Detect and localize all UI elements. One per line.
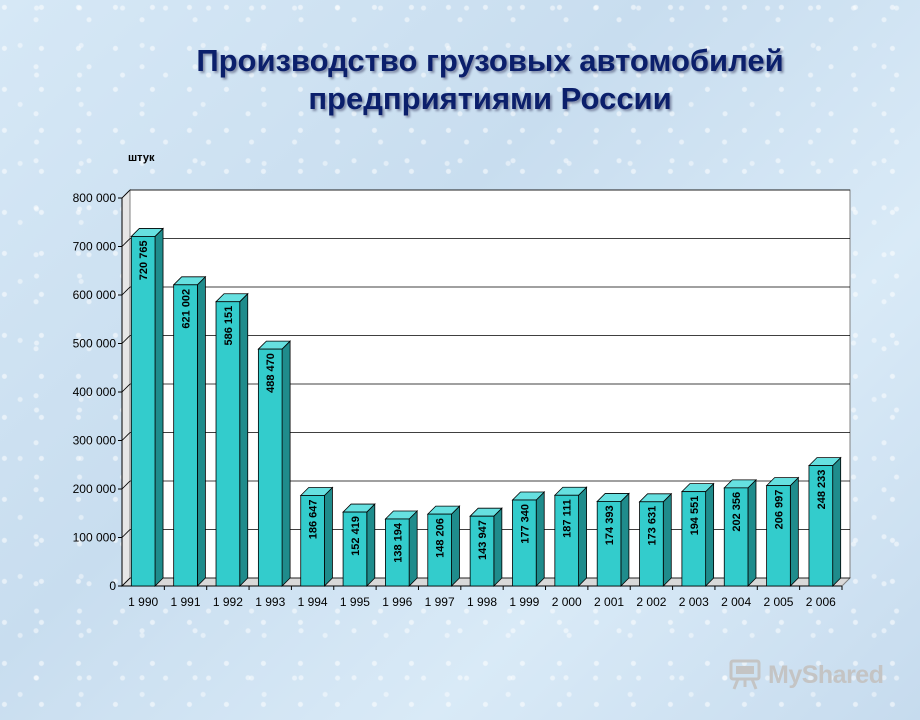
y-tick-label: 400 000 bbox=[73, 385, 117, 399]
y-tick-label: 600 000 bbox=[73, 288, 117, 302]
bar bbox=[766, 485, 791, 587]
bar bbox=[639, 501, 664, 587]
y-tick-label: 200 000 bbox=[73, 482, 117, 496]
bar bbox=[681, 491, 707, 587]
bar-value-label: 488 470 bbox=[265, 353, 277, 393]
bar-value-label: 621 002 bbox=[181, 289, 193, 329]
title-line-1: Производство грузовых автомобилей bbox=[196, 43, 784, 78]
bar bbox=[385, 518, 410, 587]
x-tick-label: 1 998 bbox=[467, 595, 497, 609]
x-tick-label: 1 990 bbox=[128, 595, 158, 609]
bar-value-label: 177 340 bbox=[519, 504, 531, 544]
bar bbox=[512, 499, 537, 587]
gridline-diagonal bbox=[121, 432, 131, 441]
bar-value-label: 202 356 bbox=[731, 492, 743, 532]
bar-value-label: 194 551 bbox=[689, 496, 701, 536]
bar-value-label: 174 393 bbox=[604, 505, 616, 545]
bar-side bbox=[747, 478, 757, 587]
x-tick-label: 1 994 bbox=[298, 595, 328, 609]
bar-value-label: 143 947 bbox=[477, 520, 489, 560]
x-tick-label: 2 003 bbox=[679, 595, 709, 609]
x-tick-label: 1 992 bbox=[213, 595, 243, 609]
bar-value-label: 173 631 bbox=[646, 506, 658, 546]
bar-side bbox=[620, 492, 630, 587]
x-tick-label: 1 999 bbox=[509, 595, 539, 609]
bar-value-label: 186 647 bbox=[308, 499, 320, 539]
brand-logo: MyShared bbox=[728, 657, 884, 693]
bar-side bbox=[493, 507, 503, 587]
bar-side bbox=[705, 482, 715, 587]
gridline-diagonal bbox=[121, 383, 131, 393]
bar-side bbox=[535, 491, 545, 587]
bar-side bbox=[196, 275, 206, 587]
x-tick-label: 1 995 bbox=[340, 595, 370, 609]
bar-side bbox=[832, 456, 842, 587]
y-tick-label: 700 000 bbox=[73, 240, 117, 254]
bar-value-label: 187 111 bbox=[562, 499, 574, 538]
bar-value-label: 248 233 bbox=[816, 470, 828, 510]
x-tick-label: 2 002 bbox=[636, 595, 666, 609]
bar-side bbox=[789, 476, 799, 587]
bar-side bbox=[281, 340, 291, 587]
bar-value-label: 148 206 bbox=[435, 518, 447, 558]
brand-name: MyShared bbox=[768, 660, 884, 689]
y-tick-label: 800 000 bbox=[73, 191, 117, 205]
bar bbox=[257, 348, 283, 587]
bar bbox=[130, 236, 156, 587]
bar-side bbox=[324, 486, 333, 587]
bar-value-label: 152 419 bbox=[350, 516, 362, 556]
bar bbox=[300, 495, 325, 587]
gridline-diagonal bbox=[121, 529, 131, 538]
gridline-diagonal bbox=[121, 480, 131, 490]
gridline-diagonal bbox=[121, 577, 131, 587]
presentation-board-icon bbox=[729, 659, 761, 690]
bar-side bbox=[154, 227, 164, 587]
gridline-diagonal bbox=[121, 238, 131, 247]
bar bbox=[342, 511, 368, 587]
bar bbox=[808, 465, 834, 587]
chart-title: Производство грузовых автомобилей предпр… bbox=[0, 42, 920, 118]
x-tick-label: 2 001 bbox=[594, 595, 624, 609]
x-tick-label: 2 005 bbox=[763, 595, 793, 609]
bar bbox=[554, 494, 579, 587]
bar bbox=[215, 301, 241, 587]
bar-value-label: 138 194 bbox=[392, 522, 404, 563]
x-tick-label: 1 991 bbox=[171, 595, 201, 609]
bar-side bbox=[578, 486, 587, 587]
y-tick-label: 0 bbox=[109, 579, 116, 593]
y-axis-units: штук bbox=[128, 152, 155, 164]
y-tick-label: 500 000 bbox=[73, 337, 117, 351]
gridline-diagonal bbox=[121, 189, 131, 199]
bar bbox=[723, 487, 749, 587]
title-line-2: предприятиями России bbox=[308, 81, 672, 116]
gridline-diagonal bbox=[121, 335, 131, 344]
y-tick-label: 100 000 bbox=[73, 531, 117, 545]
bar bbox=[173, 284, 198, 587]
bar-side bbox=[451, 505, 460, 587]
bar bbox=[469, 515, 495, 587]
bar-side bbox=[239, 292, 249, 587]
x-tick-label: 2 000 bbox=[552, 595, 582, 609]
x-tick-label: 1 996 bbox=[382, 595, 412, 609]
x-tick-label: 1 993 bbox=[255, 595, 285, 609]
bar-value-label: 720 765 bbox=[138, 240, 150, 280]
bar bbox=[596, 501, 622, 587]
y-tick-label: 300 000 bbox=[73, 434, 117, 448]
bar-value-label: 206 997 bbox=[773, 490, 785, 530]
x-tick-label: 1 997 bbox=[425, 595, 455, 609]
x-tick-label: 2 004 bbox=[721, 595, 751, 609]
bar-value-label: 586 151 bbox=[223, 306, 235, 346]
bar bbox=[427, 513, 452, 587]
bar-side bbox=[408, 510, 418, 587]
x-tick-label: 2 006 bbox=[806, 595, 836, 609]
gridline-diagonal bbox=[121, 286, 131, 296]
bar-side bbox=[366, 503, 376, 587]
bar-side bbox=[662, 492, 672, 587]
